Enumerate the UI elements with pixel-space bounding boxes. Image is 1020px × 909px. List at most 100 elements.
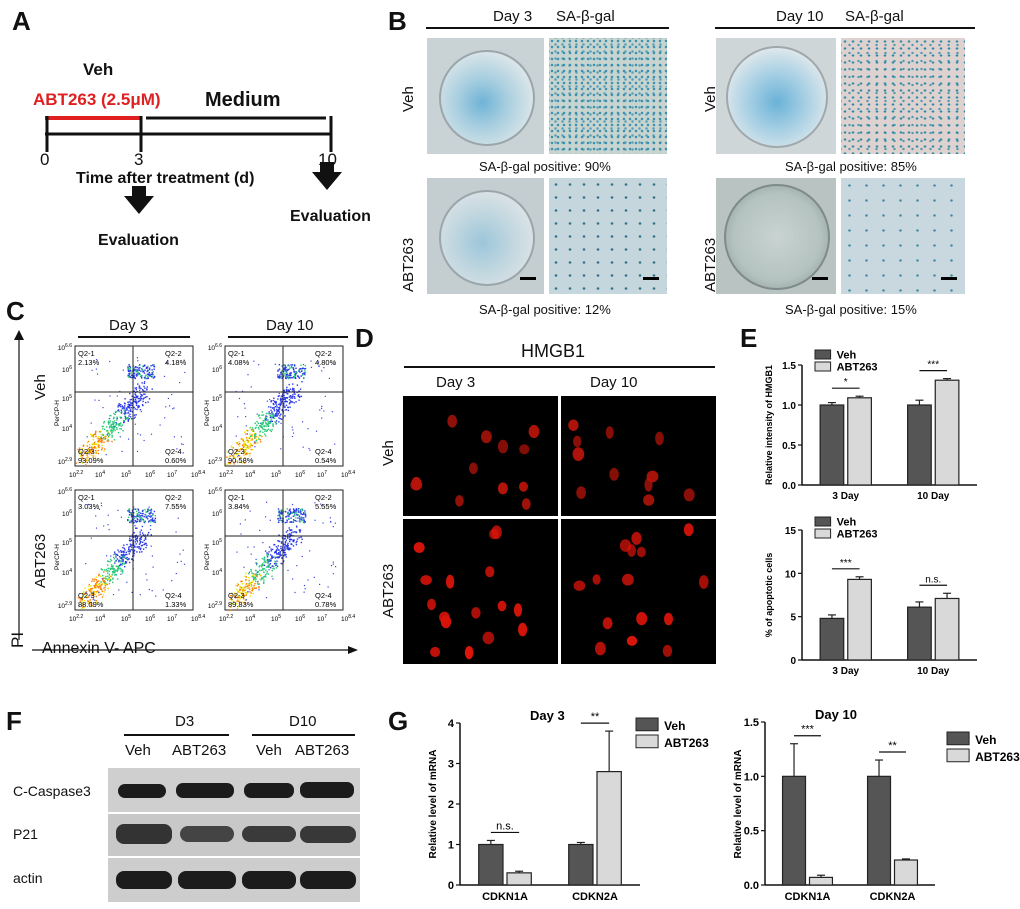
event-dot	[242, 446, 245, 448]
event-dot	[107, 564, 109, 566]
nucleus	[430, 646, 441, 658]
event-dot	[303, 372, 306, 375]
event-dot	[273, 563, 276, 565]
y-tick-label: 0.0	[744, 880, 759, 892]
event-dot	[297, 510, 300, 512]
event-dot	[127, 417, 129, 420]
event-dot	[250, 435, 253, 437]
event-dot	[248, 576, 250, 579]
event-dot	[230, 595, 233, 597]
bar-veh	[568, 843, 594, 886]
nucleus	[481, 430, 492, 444]
event-dot	[280, 562, 282, 565]
event-dot	[127, 406, 129, 408]
event-dot	[143, 543, 145, 546]
event-dot	[120, 550, 122, 552]
event-dot	[179, 382, 181, 384]
event-dot	[277, 376, 279, 378]
event-dot	[143, 521, 146, 524]
b-day10-rule	[715, 27, 975, 29]
event-dot	[263, 582, 265, 584]
event-dot	[293, 390, 295, 392]
event-dot	[294, 520, 296, 522]
event-dot	[107, 524, 109, 526]
event-dot	[127, 370, 130, 372]
event-dot	[278, 519, 280, 522]
event-dot	[111, 574, 113, 576]
event-dot	[94, 599, 96, 601]
event-dot	[109, 420, 112, 422]
event-dot	[298, 396, 301, 398]
well-abt263-day3	[427, 178, 544, 294]
event-dot	[89, 599, 91, 601]
event-dot	[117, 409, 119, 412]
event-dot	[104, 438, 106, 440]
event-dot	[296, 538, 299, 540]
event-dot	[257, 581, 259, 583]
event-dot	[290, 374, 292, 377]
event-dot	[85, 591, 88, 593]
y-tick-exp: 5	[69, 394, 72, 400]
event-dot	[128, 557, 130, 560]
event-dot	[294, 393, 296, 395]
event-dot	[270, 550, 273, 552]
event-dot	[243, 462, 246, 464]
event-dot	[98, 437, 100, 440]
hmgb1-veh-day10	[561, 396, 716, 516]
significance-label: **	[888, 740, 897, 752]
event-dot	[113, 558, 116, 560]
event-dot	[290, 397, 292, 399]
event-dot	[137, 400, 140, 403]
b-day10: Day 10	[776, 8, 824, 25]
event-dot	[136, 536, 139, 538]
event-dot	[264, 430, 266, 432]
event-dot	[270, 401, 272, 403]
nucleus	[497, 439, 509, 454]
event-dot	[183, 563, 186, 565]
event-dot	[266, 552, 268, 554]
y-tick-label: 0	[790, 656, 796, 667]
event-dot	[323, 410, 325, 412]
event-dot	[133, 417, 135, 419]
f-lane-1: Veh	[125, 742, 151, 759]
event-dot	[244, 442, 247, 444]
plot-y-label: PerCP-H	[204, 400, 211, 426]
x-tick-label: CDKN2A	[572, 891, 618, 903]
event-dot	[295, 543, 298, 546]
event-dot	[265, 576, 267, 578]
event-dot	[99, 585, 102, 587]
event-dot	[94, 399, 96, 401]
event-dot	[145, 538, 147, 540]
event-dot	[332, 573, 334, 575]
event-dot	[321, 370, 323, 372]
y-tick-exp: 4	[69, 568, 72, 574]
event-dot	[293, 373, 296, 375]
nucleus	[609, 467, 619, 481]
event-dot	[133, 367, 135, 370]
event-dot	[141, 395, 143, 397]
nucleus	[573, 435, 582, 448]
event-dot	[135, 369, 137, 372]
x-tick-label: 102.2	[69, 614, 83, 623]
event-dot	[247, 585, 249, 587]
event-dot	[236, 585, 239, 587]
event-dot	[283, 551, 285, 554]
event-dot	[114, 413, 116, 416]
event-dot	[237, 600, 240, 602]
event-dot	[245, 576, 247, 578]
event-dot	[283, 546, 286, 548]
event-dot	[129, 366, 131, 368]
event-dot	[299, 530, 301, 532]
legend-label: Veh	[664, 719, 685, 733]
event-dot	[254, 442, 257, 444]
event-dot	[245, 580, 247, 582]
event-dot	[94, 586, 96, 588]
event-dot	[102, 437, 105, 439]
y-tick-label: 102.9	[58, 457, 72, 466]
event-dot	[142, 548, 145, 550]
event-dot	[137, 406, 139, 409]
event-dot	[122, 551, 124, 553]
legend-label: Veh	[837, 516, 857, 528]
event-dot	[126, 409, 128, 411]
event-dot	[292, 383, 294, 385]
